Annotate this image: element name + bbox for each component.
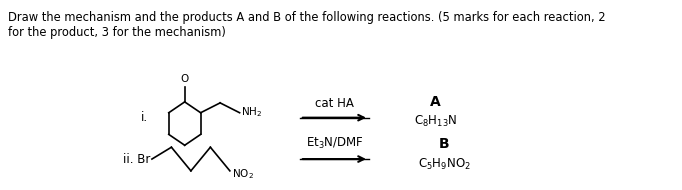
Text: O: O: [181, 74, 189, 84]
Text: Et$_3$N/DMF: Et$_3$N/DMF: [306, 136, 364, 151]
Text: cat HA: cat HA: [315, 97, 354, 110]
Text: ii. Br: ii. Br: [123, 153, 150, 165]
Text: C$_5$H$_9$NO$_2$: C$_5$H$_9$NO$_2$: [417, 156, 471, 172]
Text: NO$_2$: NO$_2$: [232, 167, 254, 181]
Text: i.: i.: [140, 111, 147, 124]
Text: B: B: [439, 137, 449, 151]
Text: C$_8$H$_{13}$N: C$_8$H$_{13}$N: [414, 114, 457, 129]
Text: A: A: [430, 95, 441, 109]
Text: NH$_2$: NH$_2$: [241, 105, 263, 119]
Text: Draw the mechanism and the products A and B of the following reactions. (5 marks: Draw the mechanism and the products A an…: [8, 11, 606, 39]
